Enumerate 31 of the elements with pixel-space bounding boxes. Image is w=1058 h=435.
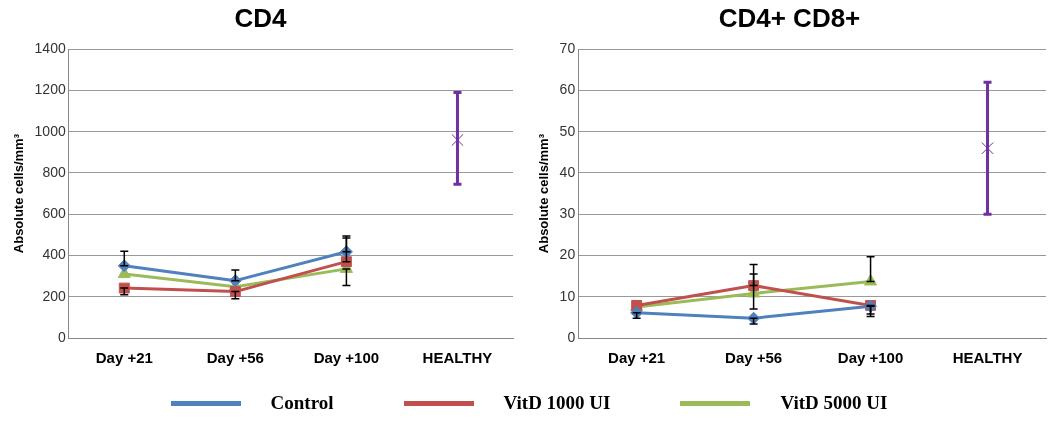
y-tick-label: 70 <box>559 40 576 57</box>
x-tick-label: Day +21 <box>95 349 153 367</box>
y-tick-label: 30 <box>559 205 576 222</box>
y-tick-label: 400 <box>42 246 66 263</box>
x-tick-label: Day +21 <box>608 349 666 367</box>
y-tick-label: 40 <box>559 163 576 180</box>
x-tick-label: Day +56 <box>725 349 783 367</box>
y-tick-label: 600 <box>42 205 66 222</box>
x-tick-label: Day +100 <box>837 349 904 367</box>
y-tick-label: 0 <box>567 328 576 345</box>
legend-label: Control <box>270 392 334 414</box>
y-tick-label: 1200 <box>34 81 66 98</box>
x-tick-label: Day +56 <box>206 349 264 367</box>
y-tick-label: 800 <box>42 163 66 180</box>
y-tick-label: 60 <box>559 81 576 98</box>
y-tick-label: 50 <box>559 122 576 139</box>
y-tick-label: 0 <box>57 328 66 345</box>
y-tick-label: 10 <box>559 287 576 304</box>
legend-label: VitD 5000 UI <box>780 392 888 414</box>
x-tick-label: HEALTHY <box>952 349 1023 367</box>
x-tick-label: HEALTHY <box>422 349 493 367</box>
legend-label: VitD 1000 UI <box>503 392 611 414</box>
chart-title: CD4 <box>234 2 288 33</box>
y-tick-label: 200 <box>42 287 66 304</box>
y-axis-title: Absolute cells/mm³ <box>11 133 27 254</box>
x-tick-label: Day +100 <box>313 349 380 367</box>
y-tick-label: 1400 <box>34 40 66 57</box>
y-tick-label: 1000 <box>34 122 66 139</box>
y-tick-label: 20 <box>559 246 576 263</box>
chart-title: CD4+ CD8+ <box>718 2 861 33</box>
y-axis-title: Absolute cells/mm³ <box>536 133 552 254</box>
